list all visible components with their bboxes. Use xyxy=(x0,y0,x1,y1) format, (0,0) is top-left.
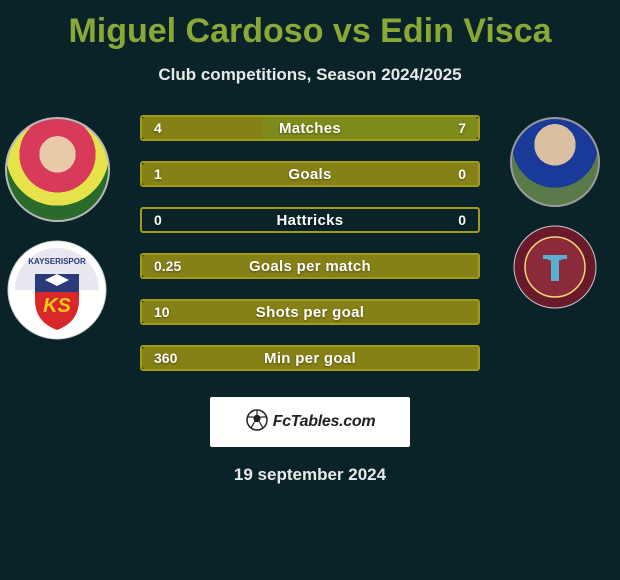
stat-rows: 47Matches 10Goals 00Hattricks 0.25Goals per… xyxy=(140,113,480,371)
comparison-infographic: Miguel Cardoso vs Edin Visca Club compet… xyxy=(0,0,620,485)
stat-label: Hattricks xyxy=(142,212,478,229)
player-right-column xyxy=(500,117,610,309)
stat-label: Goals xyxy=(142,166,478,183)
brand-logo: FcTables.com xyxy=(210,397,410,447)
brand-text: FcTables.com xyxy=(273,413,376,431)
soccer-ball-icon xyxy=(245,408,269,437)
club-right-badge xyxy=(513,225,597,309)
stat-row: 0.25Goals per match xyxy=(140,253,480,279)
player-left-avatar xyxy=(5,117,110,222)
stat-row: 360Min per goal xyxy=(140,345,480,371)
page-title: Miguel Cardoso vs Edin Visca xyxy=(0,12,620,51)
stat-label: Matches xyxy=(142,120,478,137)
date-line: 19 september 2024 xyxy=(0,465,620,485)
svg-text:KAYSERISPOR: KAYSERISPOR xyxy=(28,257,86,266)
stat-row: 10Shots per goal xyxy=(140,299,480,325)
player-left-column: KAYSERISPOR KS xyxy=(2,117,112,340)
stat-label: Goals per match xyxy=(142,258,478,275)
club-left-shield-icon: KAYSERISPOR KS xyxy=(7,240,107,340)
svg-text:KS: KS xyxy=(43,295,71,317)
club-right-shield-icon xyxy=(513,225,597,309)
stat-row: 47Matches xyxy=(140,115,480,141)
stats-area: KAYSERISPOR KS 47Matches10 xyxy=(0,113,620,371)
player-right-avatar xyxy=(510,117,600,207)
stat-label: Shots per goal xyxy=(142,304,478,321)
subtitle: Club competitions, Season 2024/2025 xyxy=(0,65,620,85)
stat-label: Min per goal xyxy=(142,350,478,367)
club-left-badge: KAYSERISPOR KS xyxy=(7,240,107,340)
stat-row: 10Goals xyxy=(140,161,480,187)
stat-row: 00Hattricks xyxy=(140,207,480,233)
